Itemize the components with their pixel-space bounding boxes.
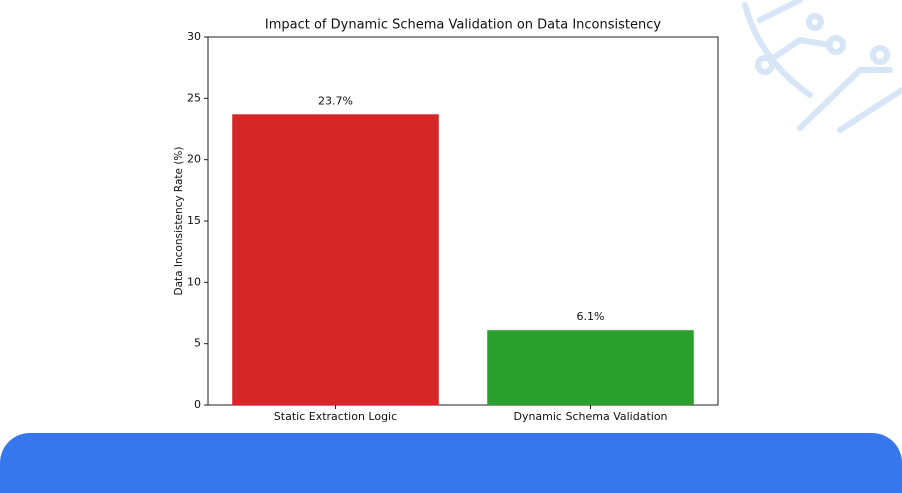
y-tick-label: 30: [187, 30, 201, 43]
y-tick-label: 25: [187, 91, 201, 104]
y-tick-label: 20: [187, 153, 201, 166]
y-tick-label: 15: [187, 214, 201, 227]
x-tick-label: Static Extraction Logic: [274, 410, 397, 423]
bottom-band: [0, 433, 902, 493]
circuit-node: [806, 13, 824, 31]
value-label: 6.1%: [577, 310, 605, 323]
y-tick-label: 5: [194, 337, 201, 350]
circuit-line: [742, 2, 813, 98]
bar: [232, 114, 439, 405]
chart: Impact of Dynamic Schema Validation on D…: [173, 0, 902, 423]
chart-title: Impact of Dynamic Schema Validation on D…: [265, 18, 661, 33]
circuit-node: [826, 35, 846, 55]
circuit-line: [797, 67, 893, 131]
x-tick-label: Dynamic Schema Validation: [513, 410, 667, 423]
circuit-node: [870, 45, 890, 65]
y-axis-label: Data Inconsistency Rate (%): [173, 146, 185, 295]
y-tick-label: 0: [194, 398, 201, 411]
value-label: 23.7%: [318, 94, 353, 107]
circuit-line: [767, 36, 833, 63]
circuit-node: [755, 55, 775, 75]
decoration: [742, 0, 902, 133]
circuit-line: [837, 87, 902, 133]
circuit-line: [757, 0, 803, 23]
bar: [487, 330, 694, 405]
y-tick-label: 10: [187, 275, 201, 288]
